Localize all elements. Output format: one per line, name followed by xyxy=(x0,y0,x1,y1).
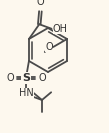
Text: O: O xyxy=(45,42,53,52)
Text: O: O xyxy=(6,73,14,83)
Text: O: O xyxy=(38,73,46,83)
Text: O: O xyxy=(37,0,44,7)
Text: OH: OH xyxy=(53,24,68,34)
Text: S: S xyxy=(22,73,30,83)
Text: HN: HN xyxy=(19,88,33,98)
